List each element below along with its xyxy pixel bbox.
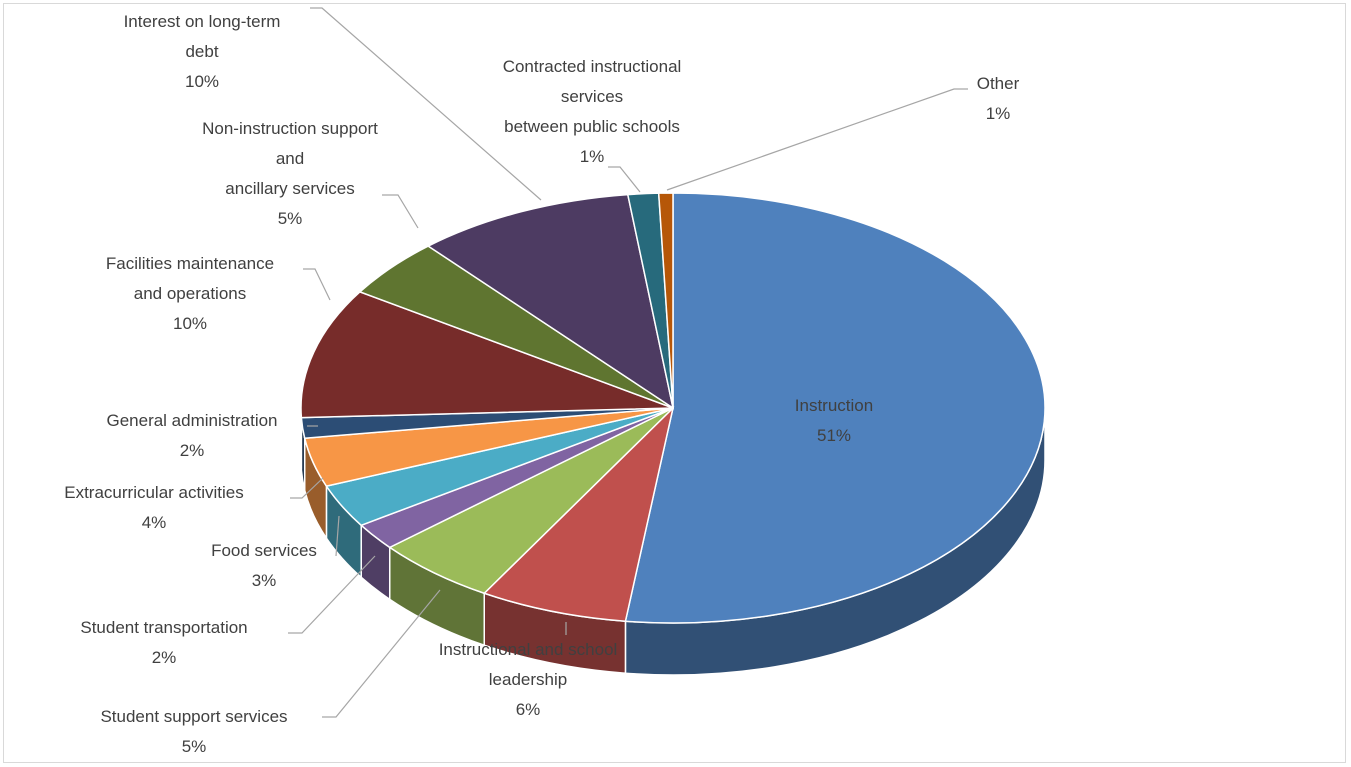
slice-instruction — [624, 192, 1046, 624]
slice-other — [657, 192, 674, 409]
slice-category-label: Instruction — [795, 396, 873, 415]
leader-line-student-transportation — [288, 555, 376, 634]
slice-percent-label: 51% — [817, 426, 851, 445]
leader-line-non-instruction-support-and-ancillary-services — [382, 194, 419, 229]
slice-category-label: General administration — [106, 411, 277, 430]
slice-category-label: Food services — [211, 541, 317, 560]
slice-category-label: Instructional and school — [439, 640, 618, 659]
data-label-extracurricular-activities: Extracurricular activities 4% — [64, 483, 244, 532]
slice-percent-label: 4% — [142, 513, 167, 532]
leader-line-food-services — [335, 515, 340, 557]
data-label-non-instruction-support-and-ancillary-services: Non-instruction support and ancillary serv… — [202, 119, 378, 228]
data-label-instructional-and-school-leadership: Instructional and school leadership 6% — [439, 640, 618, 719]
slice-labels: Instruction 51% Instructional and school le… — [64, 12, 1019, 756]
pie-sides — [300, 407, 1046, 676]
slice-percent-label: 3% — [252, 571, 277, 590]
data-label-contracted-instructional-services-between-public-schools: Contracted instructional services between … — [503, 57, 682, 166]
leader-line-interest-on-long-term-debt — [310, 7, 542, 201]
leader-line-extracurricular-activities — [290, 477, 324, 499]
slice-category-label: Contracted instructional — [503, 57, 682, 76]
slice-category-label: Non-instruction support — [202, 119, 378, 138]
slice-category-label: Facilities maintenance — [106, 254, 274, 273]
slice-category-label: leadership — [489, 670, 567, 689]
slice-percent-label: 5% — [278, 209, 303, 228]
slice-percent-label: 2% — [152, 648, 177, 667]
pie-tops — [300, 192, 1046, 624]
leader-line-facilities-maintenance-and-operations — [303, 268, 331, 301]
data-label-interest-on-long-term-debt: Interest on long-term debt 10% — [124, 12, 281, 91]
slice-percent-label: 1% — [986, 104, 1011, 123]
leader-line-contracted-instructional-services-between-public-schools — [608, 166, 641, 193]
slice-percent-label: 10% — [185, 72, 219, 91]
slice-percent-label: 2% — [180, 441, 205, 460]
slice-category-label: ancillary services — [225, 179, 354, 198]
slice-facilities-maintenance-and-operations — [300, 291, 674, 419]
slice-interest-on-long-term-debt — [426, 193, 675, 410]
data-label-student-support-services: Student support services 5% — [100, 707, 287, 756]
data-label-facilities-maintenance-and-operations: Facilities maintenance and operations 10% — [106, 254, 274, 333]
slice-category-label: Other — [977, 74, 1020, 93]
slice-percent-label: 5% — [182, 737, 207, 756]
data-label-student-transportation: Student transportation 2% — [80, 618, 247, 667]
slice-instructional-and-school-leadership — [482, 405, 675, 623]
data-label-other: Other 1% — [977, 74, 1020, 123]
slice-category-label: Extracurricular activities — [64, 483, 244, 502]
slice-category-label: services — [561, 87, 623, 106]
slice-category-label: Student support services — [100, 707, 287, 726]
slice-category-label: debt — [185, 42, 218, 61]
data-label-general-administration: General administration 2% — [106, 411, 277, 460]
slice-percent-label: 10% — [173, 314, 207, 333]
data-label-food-services: Food services 3% — [211, 541, 317, 590]
leader-lines — [288, 7, 968, 718]
slice-category-label: Student transportation — [80, 618, 247, 637]
data-label-instruction: Instruction 51% — [795, 396, 873, 445]
slice-percent-label: 1% — [580, 147, 605, 166]
slice-percent-label: 6% — [516, 700, 541, 719]
slice-category-label: between public schools — [504, 117, 680, 136]
slice-category-label: and — [276, 149, 304, 168]
leader-line-other — [666, 88, 968, 191]
leader-line-student-support-services — [322, 589, 441, 718]
slice-category-label: and operations — [134, 284, 246, 303]
slice-category-label: Interest on long-term — [124, 12, 281, 31]
